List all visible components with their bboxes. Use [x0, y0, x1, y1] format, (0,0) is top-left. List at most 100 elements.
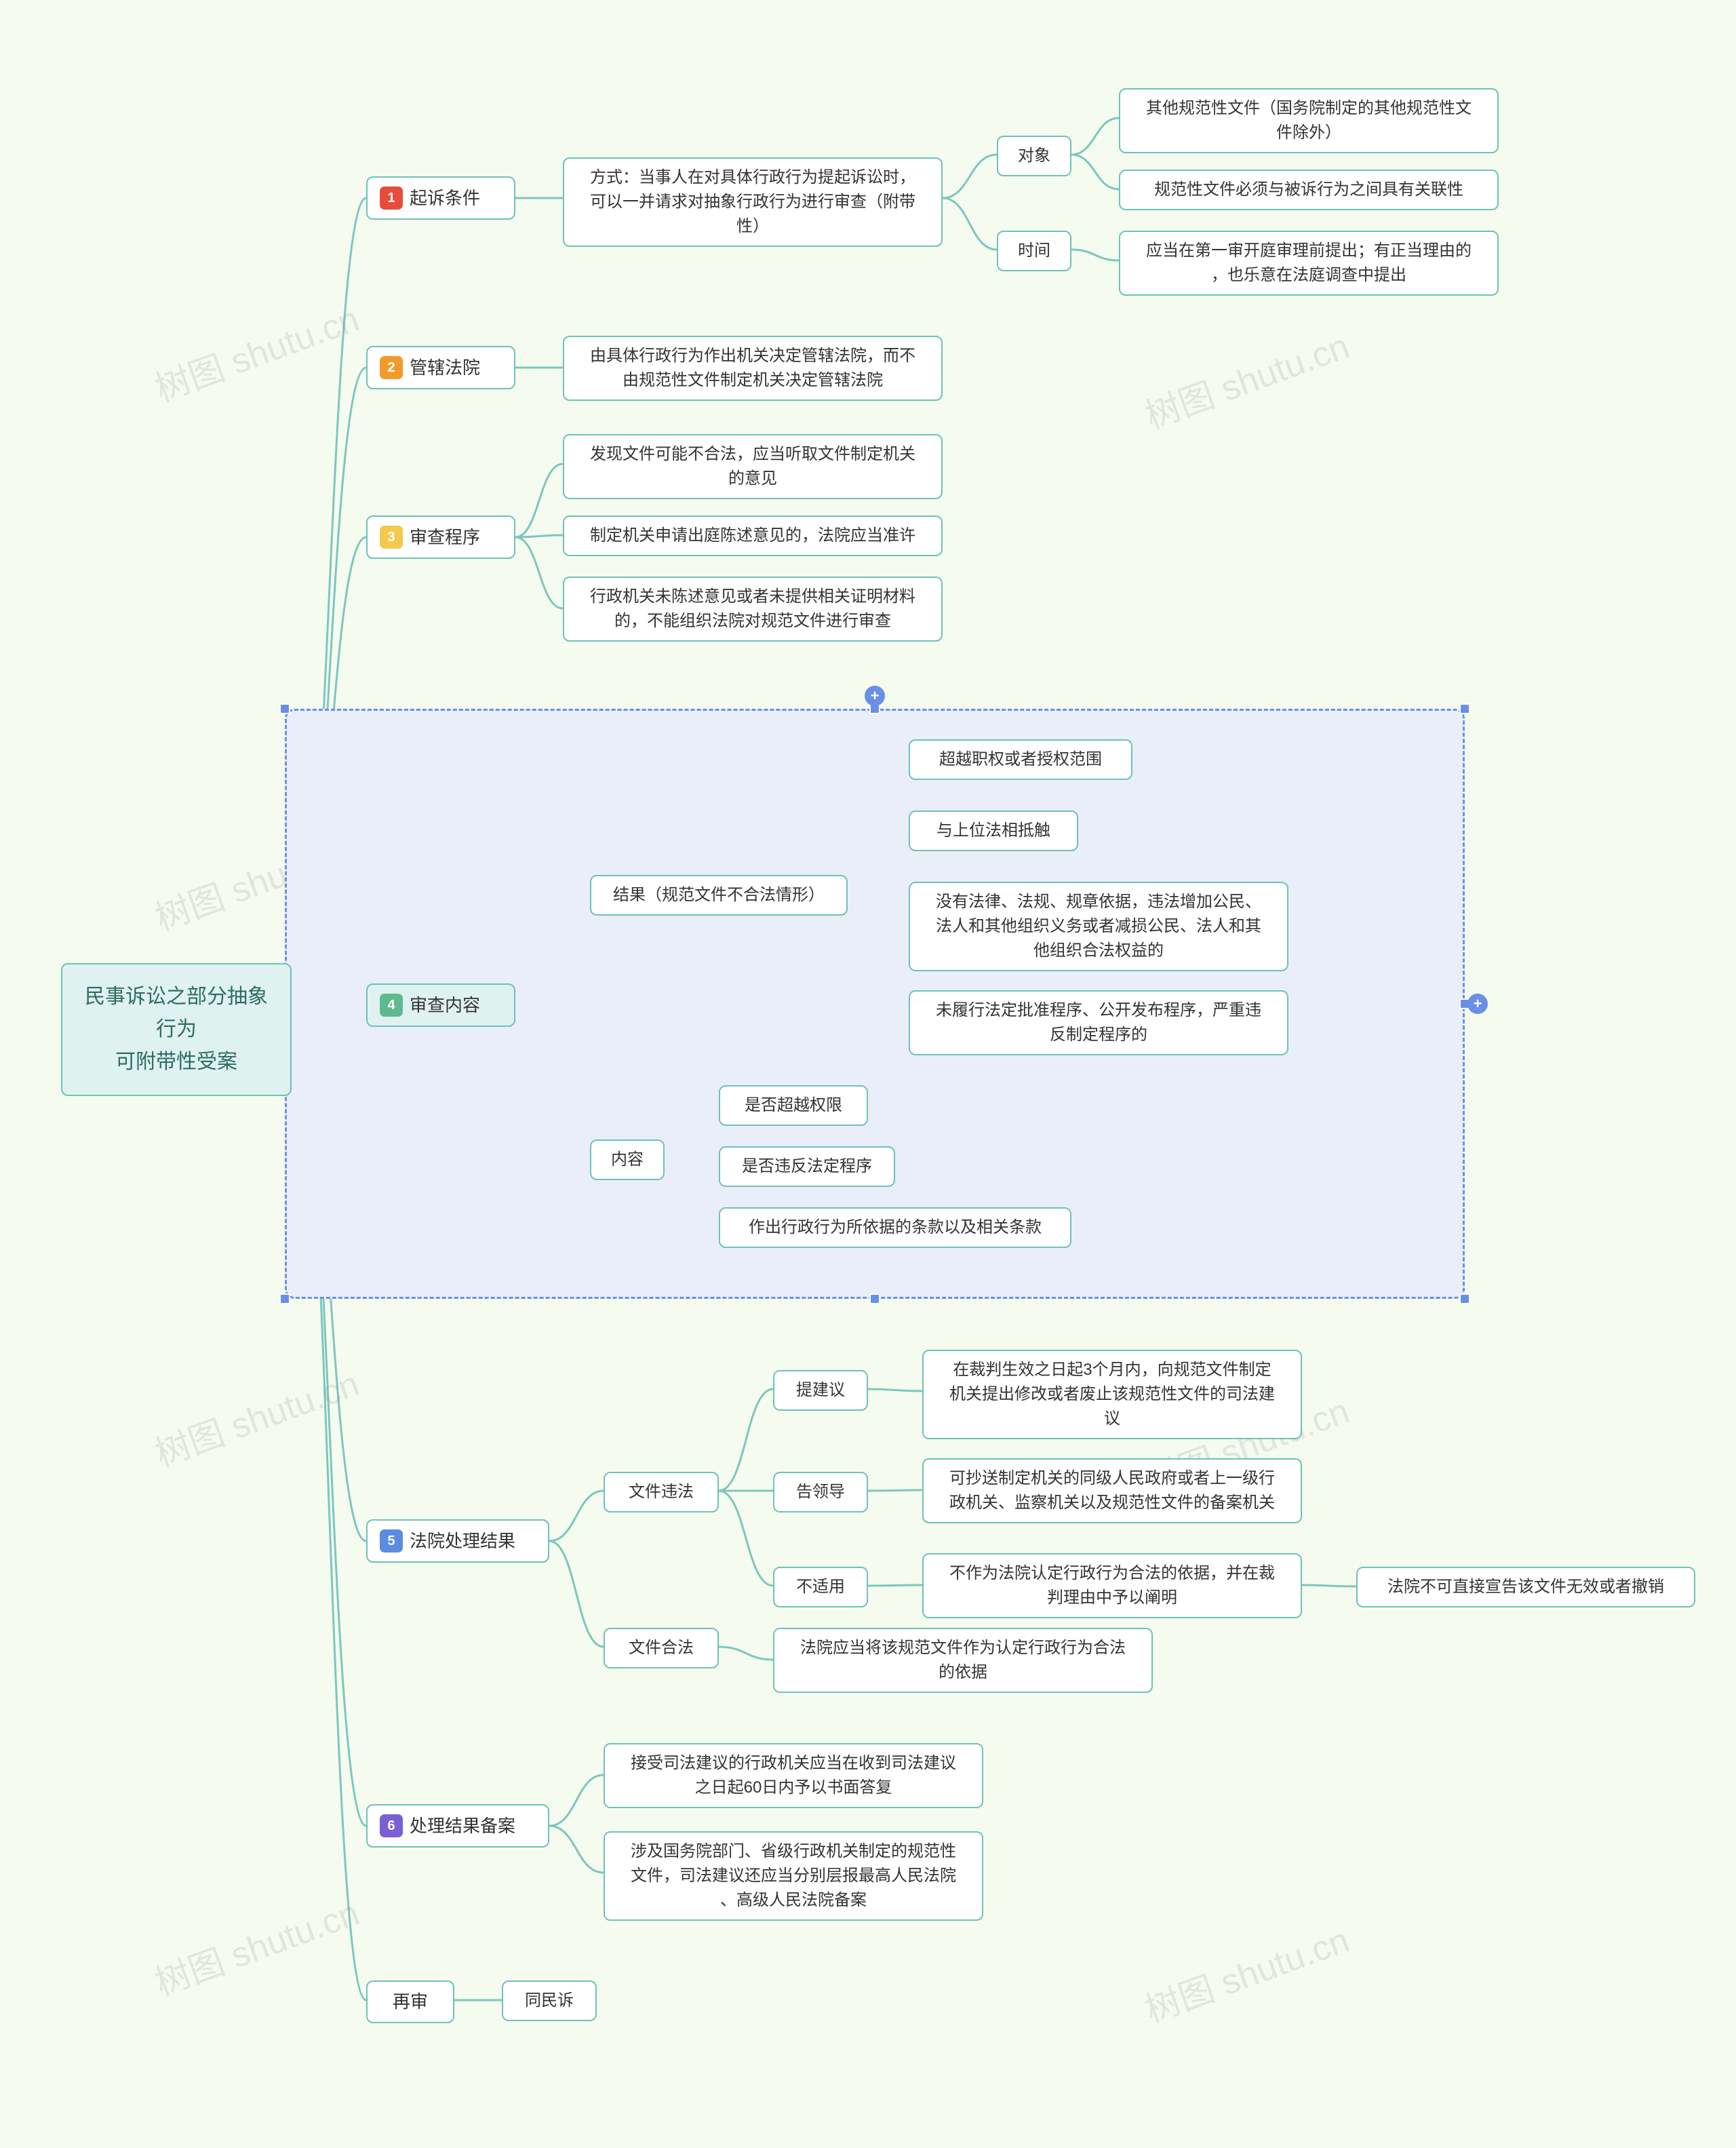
- connector: [943, 155, 997, 198]
- node-label: 是否违反法定程序: [742, 1154, 872, 1179]
- node-n5a2[interactable]: 告领导: [773, 1472, 868, 1512]
- watermark: 树图 shutu.cn: [147, 1884, 366, 2005]
- connector: [1302, 1585, 1356, 1586]
- node-n5b[interactable]: 文件合法: [604, 1628, 719, 1668]
- node-n5a2a[interactable]: 可抄送制定机关的同级人民政府或者上一级行政机关、监察机关以及规范性文件的备案机关: [922, 1458, 1302, 1523]
- node-n4a[interactable]: 结果（规范文件不合法情形）: [590, 875, 848, 916]
- node-n7[interactable]: 再审: [366, 1980, 454, 2023]
- node-n1[interactable]: 1起诉条件: [366, 176, 515, 220]
- node-n5a3a[interactable]: 不作为法院认定行政行为合法的依据，并在裁判理由中予以阐明: [922, 1553, 1302, 1618]
- node-label: 是否超越权限: [745, 1093, 842, 1118]
- node-n4a4[interactable]: 未履行法定批准程序、公开发布程序，严重违反制定程序的: [909, 990, 1288, 1055]
- node-label: 管辖法院: [410, 355, 480, 381]
- mindmap-canvas: 树图 shutu.cn 树图 shutu.cn 树图 shutu.cn 树图 shut…: [0, 0, 1736, 2148]
- node-label: 涉及国务院部门、省级行政机关制定的规范性文件，司法建议还应当分别层报最高人民法院…: [631, 1839, 956, 1913]
- selection-handle[interactable]: [869, 1293, 880, 1304]
- node-label: 与上位法相抵触: [936, 819, 1050, 843]
- connector: [943, 198, 997, 250]
- node-n5b1[interactable]: 法院应当将该规范文件作为认定行政行为合法的依据: [773, 1628, 1153, 1693]
- node-n1b[interactable]: 对象: [997, 136, 1071, 176]
- connector: [1071, 118, 1119, 155]
- node-label: 法院不可直接宣告该文件无效或者撤销: [1387, 1575, 1664, 1599]
- node-n4b[interactable]: 内容: [590, 1139, 665, 1180]
- node-label: 再审: [393, 1989, 428, 2015]
- node-label: 由具体行政行为作出机关决定管辖法院，而不由规范性文件制定机关决定管辖法院: [590, 344, 915, 393]
- node-n7a[interactable]: 同民诉: [502, 1980, 597, 2021]
- node-n3b[interactable]: 制定机关申请出庭陈述意见的，法院应当准许: [563, 515, 943, 556]
- connector: [515, 537, 563, 608]
- node-n4b3[interactable]: 作出行政行为所依据的条款以及相关条款: [719, 1207, 1071, 1248]
- node-n4a1[interactable]: 超越职权或者授权范围: [909, 739, 1132, 780]
- selection-handle[interactable]: [279, 703, 290, 714]
- node-n5[interactable]: 5法院处理结果: [366, 1519, 549, 1563]
- node-label: 文件违法: [629, 1480, 694, 1504]
- node-n4a2[interactable]: 与上位法相抵触: [909, 811, 1078, 851]
- connector: [549, 1491, 604, 1541]
- selection-handle[interactable]: [279, 1293, 290, 1304]
- connector: [549, 1826, 604, 1873]
- node-label: 法院处理结果: [410, 1528, 515, 1555]
- node-label: 不作为法院认定行政行为合法的依据，并在裁判理由中予以阐明: [949, 1561, 1275, 1610]
- node-n5a3b[interactable]: 法院不可直接宣告该文件无效或者撤销: [1356, 1567, 1695, 1607]
- node-label: 文件合法: [629, 1636, 694, 1660]
- node-label: 没有法律、法规、规章依据，违法增加公民、法人和其他组织义务或者减损公民、法人和其…: [936, 890, 1261, 963]
- selection-handle[interactable]: [1459, 703, 1470, 714]
- node-n3a[interactable]: 发现文件可能不合法，应当听取文件制定机关的意见: [563, 434, 943, 499]
- node-n1b1[interactable]: 其他规范性文件（国务院制定的其他规范性文件除外）: [1119, 88, 1499, 153]
- node-n1a[interactable]: 方式：当事人在对具体行政行为提起诉讼时，可以一并请求对抽象行政行为进行审查（附带…: [563, 157, 943, 247]
- connector: [549, 1541, 604, 1647]
- node-n2a[interactable]: 由具体行政行为作出机关决定管辖法院，而不由规范性文件制定机关决定管辖法院: [563, 336, 943, 401]
- node-n6b[interactable]: 涉及国务院部门、省级行政机关制定的规范性文件，司法建议还应当分别层报最高人民法院…: [604, 1831, 983, 1921]
- connector: [1071, 155, 1119, 189]
- node-n4b1[interactable]: 是否超越权限: [719, 1085, 868, 1126]
- node-n4[interactable]: 4审查内容: [366, 983, 515, 1027]
- connector: [868, 1585, 922, 1586]
- watermark: 树图 shutu.cn: [147, 290, 366, 411]
- node-label: 内容: [611, 1148, 644, 1172]
- node-label: 未履行法定批准程序、公开发布程序，严重违反制定程序的: [936, 998, 1261, 1047]
- plus-right[interactable]: +: [1467, 994, 1488, 1014]
- node-n2[interactable]: 2管辖法院: [366, 346, 515, 389]
- node-label: 告领导: [796, 1480, 845, 1504]
- node-n1b2[interactable]: 规范性文件必须与被诉行为之间具有关联性: [1119, 170, 1499, 210]
- node-n5a[interactable]: 文件违法: [604, 1472, 719, 1512]
- node-n6[interactable]: 6处理结果备案: [366, 1804, 549, 1848]
- node-n6a[interactable]: 接受司法建议的行政机关应当在收到司法建议之日起60日内予以书面答复: [604, 1743, 983, 1808]
- connector: [719, 1647, 773, 1660]
- plus-top[interactable]: +: [865, 686, 885, 706]
- node-label: 审查内容: [410, 992, 480, 1019]
- node-n4a3[interactable]: 没有法律、法规、规章依据，违法增加公民、法人和其他组织义务或者减损公民、法人和其…: [909, 882, 1288, 971]
- node-label: 同民诉: [525, 1989, 574, 2013]
- node-label: 行政机关未陈述意见或者未提供相关证明材料的，不能组织法院对规范文件进行审查: [590, 585, 915, 633]
- node-label: 处理结果备案: [410, 1813, 515, 1839]
- node-label: 时间: [1018, 239, 1050, 263]
- node-label: 制定机关申请出庭陈述意见的，法院应当准许: [590, 524, 915, 548]
- selection-handle[interactable]: [1459, 1293, 1470, 1304]
- node-n5a1a[interactable]: 在裁判生效之日起3个月内，向规范文件制定机关提出修改或者废止该规范性文件的司法建…: [922, 1350, 1302, 1439]
- node-n4b2[interactable]: 是否违反法定程序: [719, 1146, 895, 1187]
- node-n5a1[interactable]: 提建议: [773, 1370, 868, 1411]
- node-label: 作出行政行为所依据的条款以及相关条款: [749, 1215, 1042, 1240]
- node-label: 审查程序: [410, 524, 480, 551]
- node-n1c[interactable]: 时间: [997, 231, 1071, 271]
- root-node[interactable]: 民事诉讼之部分抽象行为可附带性受案: [61, 963, 292, 1096]
- watermark: 树图 shutu.cn: [1137, 1911, 1356, 2032]
- node-n1c1[interactable]: 应当在第一审开庭审理前提出；有正当理由的，也乐意在法庭调查中提出: [1119, 231, 1499, 296]
- node-label: 提建议: [796, 1378, 845, 1403]
- watermark: 树图 shutu.cn: [1137, 317, 1356, 438]
- node-n3c[interactable]: 行政机关未陈述意见或者未提供相关证明材料的，不能组织法院对规范文件进行审查: [563, 577, 943, 642]
- node-label: 不适用: [796, 1575, 845, 1599]
- node-label: 在裁判生效之日起3个月内，向规范文件制定机关提出修改或者废止该规范性文件的司法建…: [949, 1358, 1275, 1431]
- node-label: 发现文件可能不合法，应当听取文件制定机关的意见: [590, 442, 915, 491]
- node-n3[interactable]: 3审查程序: [366, 515, 515, 559]
- connector: [719, 1491, 773, 1586]
- node-label: 应当在第一审开庭审理前提出；有正当理由的，也乐意在法庭调查中提出: [1146, 239, 1472, 288]
- connector: [515, 464, 563, 537]
- node-n5a3[interactable]: 不适用: [773, 1567, 868, 1607]
- connector: [549, 1775, 604, 1826]
- connector: [868, 1490, 922, 1491]
- connector: [515, 535, 563, 537]
- node-label: 超越职权或者授权范围: [939, 747, 1102, 772]
- node-label: 其他规范性文件（国务院制定的其他规范性文件除外）: [1146, 96, 1472, 145]
- node-label: 方式：当事人在对具体行政行为提起诉讼时，可以一并请求对抽象行政行为进行审查（附带…: [590, 165, 915, 239]
